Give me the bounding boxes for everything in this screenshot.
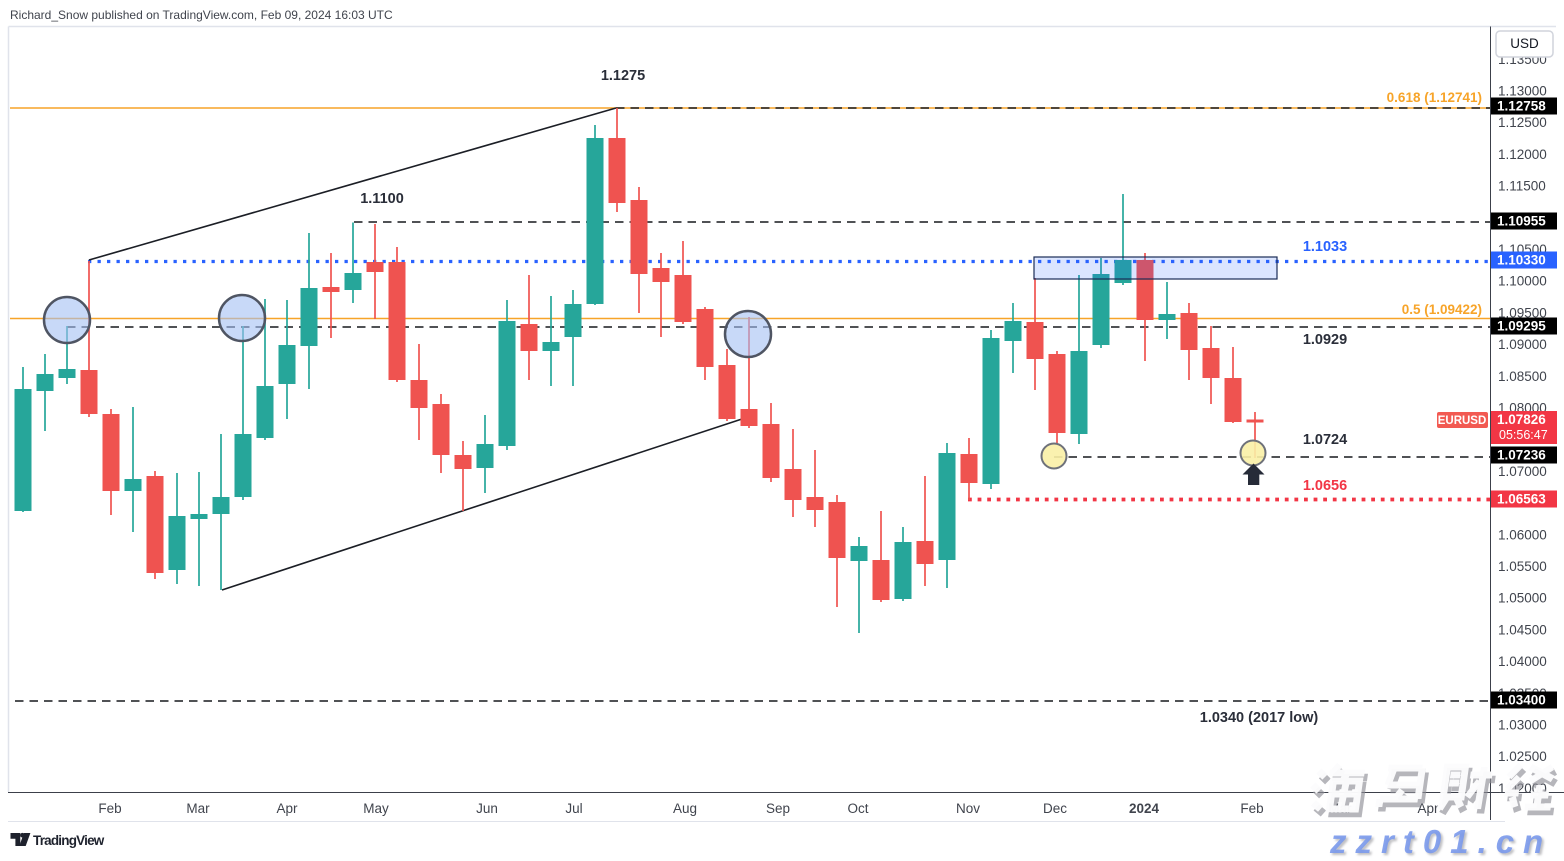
svg-text:0.618 (1.12741): 0.618 (1.12741) xyxy=(1387,90,1482,105)
svg-text:1.09295: 1.09295 xyxy=(1497,319,1546,334)
svg-text:1.1100: 1.1100 xyxy=(360,191,404,207)
svg-text:Oct: Oct xyxy=(847,801,868,816)
svg-text:1.07236: 1.07236 xyxy=(1497,448,1546,463)
svg-text:1.07826: 1.07826 xyxy=(1497,412,1546,427)
svg-text:Nov: Nov xyxy=(956,801,980,816)
svg-text:1.10955: 1.10955 xyxy=(1497,214,1546,229)
svg-text:Richard_Snow published on Trad: Richard_Snow published on TradingView.co… xyxy=(10,8,393,22)
svg-text:Jul: Jul xyxy=(565,801,582,816)
svg-text:1.03400: 1.03400 xyxy=(1497,693,1546,708)
svg-text:1.02500: 1.02500 xyxy=(1498,749,1547,764)
svg-text:1.12758: 1.12758 xyxy=(1497,99,1546,114)
svg-text:1.12000: 1.12000 xyxy=(1498,147,1547,162)
svg-text:1.05000: 1.05000 xyxy=(1498,591,1547,606)
svg-text:1.10000: 1.10000 xyxy=(1498,274,1547,289)
svg-text:1.1033: 1.1033 xyxy=(1303,239,1347,255)
svg-text:1.09500: 1.09500 xyxy=(1498,305,1547,320)
svg-text:May: May xyxy=(363,801,389,816)
svg-text:Dec: Dec xyxy=(1043,801,1067,816)
svg-text:1.07000: 1.07000 xyxy=(1498,464,1547,479)
svg-text:1.04500: 1.04500 xyxy=(1498,622,1547,637)
svg-text:1.0724: 1.0724 xyxy=(1303,432,1347,448)
svg-text:1.09000: 1.09000 xyxy=(1498,337,1547,352)
svg-text:Apr: Apr xyxy=(1417,801,1439,816)
svg-text:Aug: Aug xyxy=(673,801,697,816)
svg-text:Sep: Sep xyxy=(766,801,790,816)
svg-text:1.10330: 1.10330 xyxy=(1497,253,1546,268)
svg-text:1.1275: 1.1275 xyxy=(601,68,645,84)
svg-text:05:56:47: 05:56:47 xyxy=(1499,428,1548,442)
svg-text:Apr: Apr xyxy=(276,801,298,816)
svg-text:1.06563: 1.06563 xyxy=(1497,492,1546,507)
svg-text:1.05500: 1.05500 xyxy=(1498,559,1547,574)
svg-text:Feb: Feb xyxy=(1240,801,1263,816)
svg-text:1.04000: 1.04000 xyxy=(1498,654,1547,669)
svg-text:0.5 (1.09422): 0.5 (1.09422) xyxy=(1402,302,1482,317)
svg-text:Jun: Jun xyxy=(476,801,498,816)
svg-text:2024: 2024 xyxy=(1129,801,1160,816)
svg-text:1.0929: 1.0929 xyxy=(1303,332,1347,348)
svg-text:USD: USD xyxy=(1510,36,1539,51)
svg-text:1.08500: 1.08500 xyxy=(1498,369,1547,384)
svg-text:1.0656: 1.0656 xyxy=(1303,478,1347,494)
svg-text:Mar: Mar xyxy=(186,801,210,816)
svg-text:TradingView: TradingView xyxy=(33,833,105,848)
svg-text:Feb: Feb xyxy=(98,801,121,816)
svg-text:1.11500: 1.11500 xyxy=(1498,179,1546,194)
svg-text:1.03000: 1.03000 xyxy=(1498,718,1547,733)
svg-text:EURUSD: EURUSD xyxy=(1438,415,1487,427)
svg-text:1.0340 (2017 low): 1.0340 (2017 low) xyxy=(1200,710,1319,726)
svg-text:1.12500: 1.12500 xyxy=(1498,115,1547,130)
svg-text:1.06000: 1.06000 xyxy=(1498,527,1547,542)
svg-text:1.13000: 1.13000 xyxy=(1498,84,1547,99)
